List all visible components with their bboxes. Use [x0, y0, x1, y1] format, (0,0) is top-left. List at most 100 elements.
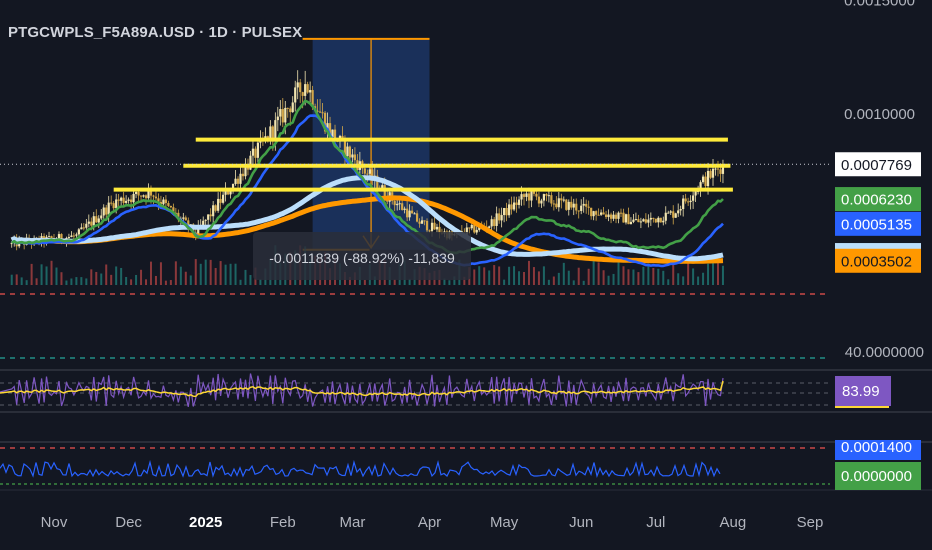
candle-body — [600, 212, 603, 215]
volume-bar — [30, 263, 33, 285]
volume-bar — [348, 276, 351, 285]
candle-body — [493, 219, 496, 226]
candle-body — [498, 213, 501, 221]
candle-body — [517, 199, 521, 205]
candle-body — [234, 178, 237, 184]
volume-bar — [174, 261, 177, 285]
rsi-axis-label: 40.0000000 — [845, 344, 924, 361]
candle-body — [164, 199, 168, 204]
oscillator-line — [0, 459, 721, 479]
volume-bar — [95, 271, 98, 285]
symbol-title[interactable]: PTGCWPLS_F5A89A.USD · 1D · PULSEX — [8, 24, 303, 41]
candle-body — [682, 198, 685, 210]
candle-body — [209, 214, 212, 217]
volume-bar — [130, 279, 133, 285]
volume-bar — [110, 274, 113, 285]
candle-body — [694, 191, 697, 196]
candle-body — [602, 212, 605, 215]
candle-body — [644, 219, 647, 223]
candle-body — [607, 214, 610, 218]
volume-bar — [90, 269, 93, 285]
candle-body — [622, 212, 625, 223]
candle-body — [231, 183, 235, 191]
candle-body — [542, 194, 546, 201]
volume-bar — [707, 263, 710, 285]
candle-body — [348, 146, 352, 158]
volume-bar — [219, 261, 222, 285]
candle-body — [152, 195, 155, 197]
candle-body — [634, 219, 638, 221]
volume-bar — [463, 276, 466, 285]
volume-bar — [677, 273, 680, 285]
candle-body — [396, 203, 399, 206]
candle-body — [366, 173, 369, 175]
volume-bar — [508, 266, 511, 285]
volume-bar — [35, 278, 38, 285]
candle-body — [271, 126, 274, 140]
volume-bar — [552, 276, 555, 285]
volume-bar — [234, 263, 237, 285]
candle-body — [129, 199, 133, 203]
volume-bar — [672, 260, 675, 285]
candle-body — [490, 219, 493, 227]
volume-bar — [692, 268, 695, 285]
candle-body — [353, 154, 357, 161]
volume-bar — [547, 279, 550, 285]
volume-bar — [513, 266, 516, 285]
candle-body — [535, 193, 538, 197]
candle-body — [110, 202, 113, 204]
candle-body — [411, 210, 414, 214]
candle-body — [706, 170, 710, 187]
candle-body — [82, 227, 85, 229]
candle-body — [122, 197, 125, 203]
volume-bar — [607, 275, 610, 285]
candle-body — [639, 221, 642, 223]
candle-body — [159, 201, 163, 205]
rsi-signal-line — [0, 380, 724, 398]
candle-body — [614, 214, 618, 219]
volume-bar — [204, 259, 207, 285]
volume-bar — [25, 280, 28, 285]
candle-body — [652, 217, 655, 219]
volume-bar — [40, 264, 43, 285]
osc-value-label: 0.0000000 — [841, 468, 912, 485]
volume-bar — [498, 266, 501, 285]
candle-body — [80, 227, 83, 230]
candle-body — [525, 193, 528, 197]
candle-body — [326, 123, 329, 132]
candle-body — [557, 198, 560, 208]
candle-body — [304, 84, 307, 96]
volume-bar — [627, 269, 630, 285]
candle-body — [100, 215, 103, 219]
candle-body — [522, 194, 526, 197]
candle-body — [425, 220, 429, 231]
candle-body — [132, 193, 135, 203]
candle-body — [530, 191, 533, 201]
volume-bar — [577, 267, 580, 285]
candle-body — [376, 175, 379, 190]
candle-body — [721, 164, 725, 174]
price-axis-label-bg — [835, 248, 921, 273]
candle-body — [684, 198, 687, 202]
candle-body — [545, 194, 548, 196]
price-axis-label: 0.0007769 — [841, 157, 912, 174]
candle-body — [120, 197, 123, 201]
candle-body — [321, 112, 324, 114]
volume-bar — [682, 276, 685, 285]
candle-body — [309, 90, 312, 93]
candle-body — [624, 214, 628, 223]
candle-body — [47, 236, 51, 238]
candle-body — [672, 211, 675, 218]
candle-body — [301, 92, 304, 96]
candle-body — [149, 189, 153, 196]
candle-body — [269, 126, 272, 141]
candle-body — [435, 226, 439, 230]
measure-label: -0.0011839 (-88.92%) -11,839 — [269, 250, 455, 266]
volume-bar — [652, 267, 655, 285]
candle-body — [512, 202, 516, 210]
candle-body — [473, 224, 476, 233]
price-axis-label-bg — [835, 211, 921, 236]
x-tick-label: May — [490, 514, 519, 531]
candle-body — [687, 201, 690, 203]
